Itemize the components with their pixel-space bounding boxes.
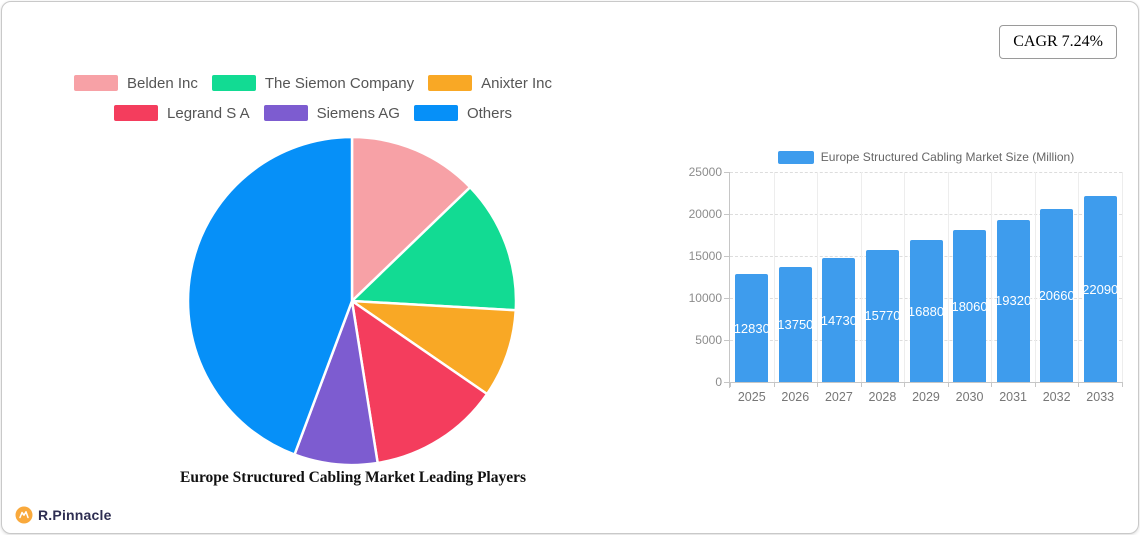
y-axis-tick <box>724 214 730 215</box>
bar-legend-swatch <box>777 150 814 164</box>
bar-plot: 0 5000 10000 15000 20000 25000 12830 2025 13750 2… <box>689 165 1123 404</box>
x-axis-tick <box>1122 382 1123 387</box>
logo: R.Pinnacle <box>15 506 112 524</box>
x-axis-label: 2027 <box>824 390 853 404</box>
bar-2025[interactable]: 12830 <box>733 274 770 382</box>
pie-slice-belden-inc[interactable] <box>350 135 472 303</box>
x-axis-tick <box>1078 382 1080 387</box>
y-axis-tick <box>724 256 730 257</box>
gridline-vertical <box>1034 172 1036 382</box>
legend-label: Legrand S A <box>167 104 250 122</box>
x-axis-tick <box>860 382 862 387</box>
x-axis-tick <box>947 382 949 387</box>
x-axis-line <box>724 382 1123 383</box>
x-axis-label: 2028 <box>868 390 897 404</box>
bar-2032[interactable]: 20660 <box>1038 208 1075 382</box>
x-axis-tick <box>991 382 993 387</box>
gridline-vertical <box>991 172 993 382</box>
pie-slice-the-siemon-company[interactable] <box>350 185 518 312</box>
legend-swatch-belden-inc <box>73 75 118 91</box>
pie-legend: Belden Inc The Siemon Company Anixter Inc L… <box>43 74 583 122</box>
bar-value-label: 14730 <box>820 312 857 328</box>
pie-chart <box>186 135 518 467</box>
bar-value-label: 19320 <box>995 293 1032 309</box>
gridline-vertical <box>817 172 819 382</box>
pinnacle-circle-icon <box>15 506 33 524</box>
bar-value-label: 20660 <box>1038 287 1075 303</box>
y-axis-label: 10000 <box>688 291 722 305</box>
bar-value-label: 22090 <box>1082 281 1119 297</box>
y-axis-tick <box>724 340 730 341</box>
legend-label: The Siemon Company <box>264 74 415 92</box>
x-axis-tick <box>730 382 731 387</box>
bar-2027[interactable]: 14730 <box>820 258 857 382</box>
bar-value-label: 16880 <box>907 303 945 319</box>
gridline-vertical <box>1078 172 1080 382</box>
logo-text: R.Pinnacle <box>38 507 112 523</box>
y-axis-label: 0 <box>715 375 722 389</box>
x-axis-label: 2029 <box>912 390 940 404</box>
bar-2030[interactable]: 18060 <box>951 230 988 382</box>
x-axis-label: 2025 <box>737 390 766 404</box>
legend-swatch-siemens-ag <box>263 105 308 121</box>
gridline-horizontal <box>730 214 1122 215</box>
legend-label: Siemens AG <box>316 104 400 122</box>
legend-swatch-the-siemon-company <box>211 75 256 91</box>
bar-2029[interactable]: 16880 <box>907 240 945 382</box>
gridline-vertical <box>1122 172 1123 382</box>
bar-value-label: 18060 <box>951 298 988 314</box>
bar-legend-label: Europe Structured Cabling Market Size (M… <box>820 150 1075 164</box>
legend-item-anixter-inc[interactable]: Anixter Inc <box>428 74 552 92</box>
bar-2033[interactable]: 22090 <box>1082 196 1119 382</box>
y-axis-line <box>729 172 730 388</box>
x-axis-tick <box>817 382 819 387</box>
legend-item-the-siemon-company[interactable]: The Siemon Company <box>211 74 415 92</box>
legend-item-legrand-s-a[interactable]: Legrand S A <box>114 104 250 122</box>
gridline-vertical <box>860 172 862 382</box>
legend-swatch-anixter-inc <box>428 75 473 91</box>
y-axis-tick <box>724 172 730 173</box>
gridline-horizontal <box>730 172 1122 173</box>
legend-swatch-others <box>413 105 458 121</box>
x-axis-tick <box>773 382 775 387</box>
y-axis-label: 5000 <box>695 333 722 347</box>
legend-item-others[interactable]: Others <box>413 104 512 122</box>
pie-slice-anixter-inc[interactable] <box>350 299 517 396</box>
cagr-badge: CAGR 7.24% <box>999 25 1117 59</box>
y-axis-tick <box>724 298 730 299</box>
gridline-vertical <box>904 172 906 382</box>
x-axis-label: 2026 <box>781 390 810 404</box>
pie-chart-title: Europe Structured Cabling Market Leading… <box>179 469 527 486</box>
legend-label: Anixter Inc <box>481 74 552 92</box>
x-axis-label: 2033 <box>1086 390 1115 404</box>
bar-legend[interactable]: Europe Structured Cabling Market Size (M… <box>730 150 1122 164</box>
y-axis-label: 20000 <box>688 207 722 221</box>
bar-value-label: 15770 <box>864 308 901 324</box>
x-axis-tick <box>1034 382 1036 387</box>
x-axis-label: 2030 <box>955 390 984 404</box>
y-axis-label: 25000 <box>688 165 722 179</box>
bar-2031[interactable]: 19320 <box>995 219 1032 382</box>
x-axis-tick <box>904 382 906 387</box>
gridline-vertical <box>947 172 949 382</box>
legend-item-belden-inc[interactable]: Belden Inc <box>73 74 198 92</box>
x-axis-label: 2032 <box>1042 390 1071 404</box>
legend-swatch-legrand-s-a <box>114 105 159 121</box>
gridline-vertical <box>773 172 775 382</box>
pie-slice-others[interactable] <box>186 135 354 456</box>
x-axis-label: 2031 <box>999 390 1027 404</box>
bar-value-label: 13750 <box>777 316 814 332</box>
bar-2026[interactable]: 13750 <box>777 266 814 382</box>
legend-label: Others <box>466 104 512 122</box>
legend-item-siemens-ag[interactable]: Siemens AG <box>263 104 400 122</box>
bar-value-label: 12830 <box>733 320 770 336</box>
y-axis-label: 15000 <box>688 249 722 263</box>
pie-slice-legrand-s-a[interactable] <box>350 299 489 465</box>
legend-label: Belden Inc <box>126 74 198 92</box>
bar-2028[interactable]: 15770 <box>864 249 901 382</box>
